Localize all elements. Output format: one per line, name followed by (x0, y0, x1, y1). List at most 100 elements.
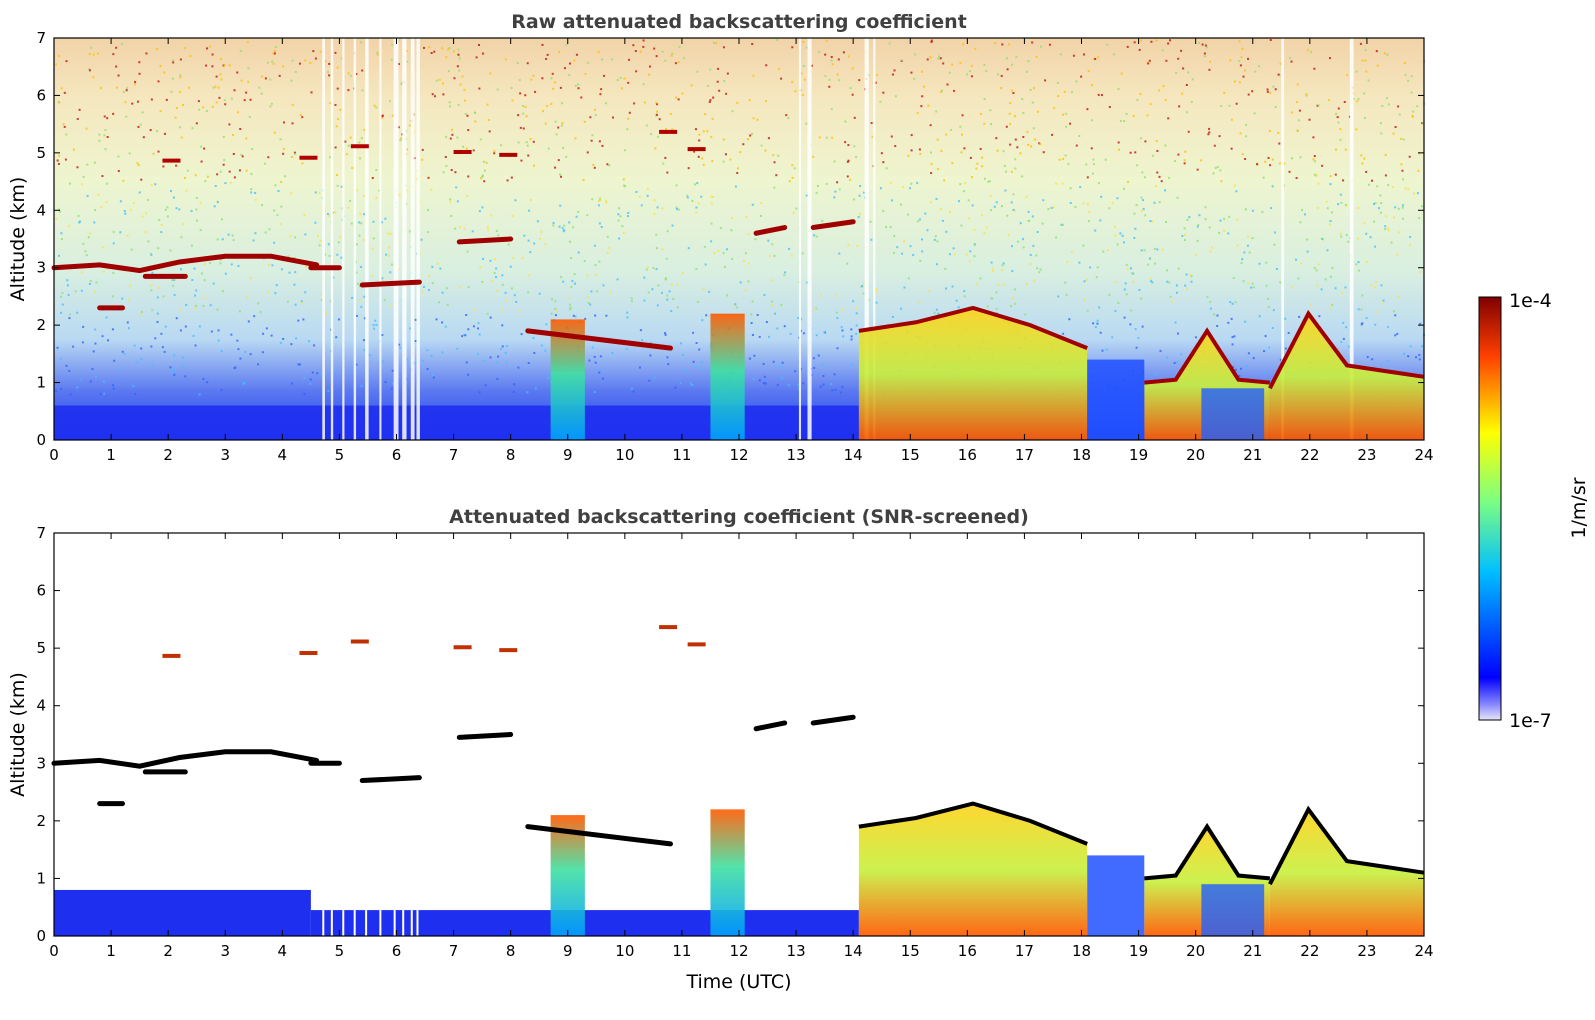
noise-speck (1150, 40, 1153, 43)
noise-speck (1328, 57, 1331, 60)
noise-speck (76, 117, 79, 120)
noise-speck (731, 257, 734, 260)
noise-speck (519, 126, 522, 129)
noise-speck (1154, 373, 1157, 376)
noise-speck (1326, 207, 1329, 210)
noise-speck (591, 198, 594, 201)
noise-speck (900, 59, 903, 62)
noise-speck (361, 69, 364, 72)
noise-speck (198, 108, 201, 111)
noise-speck (747, 233, 750, 236)
noise-speck (756, 313, 759, 316)
noise-speck (228, 64, 231, 67)
noise-speck (375, 197, 378, 200)
noise-speck (764, 382, 767, 385)
noise-speck (57, 208, 60, 211)
noise-speck (940, 90, 943, 93)
noise-speck (635, 70, 638, 73)
noise-speck (519, 92, 522, 95)
noise-speck (909, 187, 912, 190)
noise-speck (80, 183, 83, 186)
y-tick-label: 3 (36, 259, 46, 277)
noise-speck (1337, 107, 1340, 110)
noise-speck (646, 194, 649, 197)
noise-speck (1271, 327, 1274, 330)
noise-speck (1379, 122, 1382, 125)
noise-speck (105, 201, 108, 204)
noise-speck (751, 203, 754, 206)
noise-speck (63, 125, 66, 128)
noise-speck (113, 359, 116, 362)
noise-speck (968, 260, 971, 263)
noise-speck (617, 219, 620, 222)
noise-speck (545, 323, 548, 326)
noise-speck (215, 75, 218, 78)
y-tick-label: 3 (36, 754, 46, 772)
high-cloud (162, 158, 181, 163)
noise-speck (1155, 140, 1158, 143)
noise-speck (489, 259, 492, 262)
noise-speck (1386, 227, 1389, 230)
y-tick-label: 4 (36, 697, 46, 715)
noise-speck (979, 277, 982, 280)
noise-speck (970, 64, 973, 67)
noise-speck (298, 363, 301, 366)
noise-speck (995, 291, 998, 294)
noise-speck (749, 134, 752, 137)
noise-speck (126, 87, 129, 90)
noise-speck (473, 308, 476, 311)
x-tick-label: 23 (1357, 942, 1376, 960)
noise-speck (272, 62, 275, 65)
noise-speck (178, 208, 181, 211)
noise-speck (1247, 235, 1250, 238)
cloud-top (858, 801, 1088, 846)
noise-speck (836, 317, 839, 320)
x-tick-label: 17 (1015, 942, 1034, 960)
noise-speck (388, 246, 391, 249)
noise-speck (184, 375, 187, 378)
noise-speck (1288, 170, 1291, 173)
noise-speck (785, 114, 788, 117)
noise-speck (679, 382, 682, 385)
noise-speck (706, 130, 709, 133)
noise-speck (1213, 144, 1216, 147)
noise-speck (1313, 267, 1316, 270)
noise-speck (830, 56, 833, 59)
noise-speck (140, 358, 143, 361)
noise-speck (824, 53, 827, 56)
noise-speck (930, 151, 933, 154)
noise-speck (584, 72, 587, 75)
noise-speck (1171, 300, 1174, 303)
noise-speck (913, 77, 916, 80)
noise-speck (309, 382, 312, 385)
noise-speck (758, 379, 761, 382)
noise-speck (92, 53, 95, 56)
noise-speck (1086, 108, 1089, 111)
noise-speck (819, 385, 822, 388)
noise-speck (439, 267, 442, 270)
noise-speck (1374, 323, 1377, 326)
noise-speck (1402, 138, 1405, 141)
noise-speck (1036, 267, 1039, 270)
noise-speck (389, 232, 392, 235)
noise-speck (647, 291, 650, 294)
x-tick-label: 9 (563, 942, 573, 960)
noise-speck (161, 346, 164, 349)
noise-speck (1164, 189, 1167, 192)
noise-speck (294, 236, 297, 239)
noise-speck (501, 324, 504, 327)
noise-speck (702, 163, 705, 166)
noise-speck (917, 220, 920, 223)
noise-speck (1316, 284, 1319, 287)
noise-speck (1230, 147, 1233, 150)
noise-speck (1181, 92, 1184, 95)
noise-speck (1016, 146, 1019, 149)
noise-speck (1158, 201, 1161, 204)
data-gap (416, 910, 419, 936)
noise-speck (1196, 168, 1199, 171)
noise-speck (1068, 318, 1071, 321)
noise-speck (1065, 293, 1068, 296)
noise-speck (1402, 352, 1405, 355)
noise-speck (1185, 111, 1188, 114)
noise-speck (1230, 118, 1233, 121)
